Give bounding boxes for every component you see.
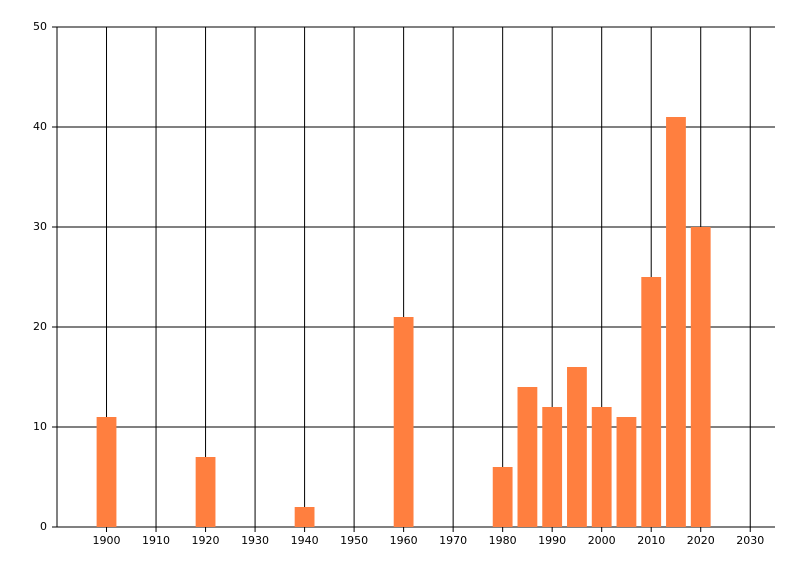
x-tick-label: 2000 <box>588 534 616 547</box>
x-tick-label: 1930 <box>241 534 269 547</box>
y-tick-label: 50 <box>33 20 47 33</box>
y-tick-label: 20 <box>33 320 47 333</box>
y-tick-label: 40 <box>33 120 47 133</box>
bar <box>666 117 686 527</box>
x-tick-label: 1950 <box>340 534 368 547</box>
bar <box>294 507 315 527</box>
bar <box>492 467 513 527</box>
x-tick-label: 1910 <box>142 534 170 547</box>
y-tick-label: 0 <box>40 520 47 533</box>
x-tick-label: 1990 <box>538 534 566 547</box>
bar <box>195 457 216 527</box>
bar <box>96 417 117 527</box>
bar <box>690 227 711 527</box>
x-tick-label: 2020 <box>687 534 715 547</box>
bar <box>542 407 563 527</box>
y-tick-label: 10 <box>33 420 47 433</box>
x-tick-label: 2030 <box>736 534 764 547</box>
x-tick-label: 1940 <box>291 534 319 547</box>
x-tick-label: 1920 <box>192 534 220 547</box>
x-tick-label: 1970 <box>439 534 467 547</box>
bar <box>641 277 662 527</box>
bar <box>567 367 587 527</box>
x-tick-label: 2010 <box>637 534 665 547</box>
bar <box>591 407 612 527</box>
y-tick-label: 30 <box>33 220 47 233</box>
bar <box>393 317 414 527</box>
bar <box>616 417 637 527</box>
bar <box>517 387 538 527</box>
x-tick-label: 1900 <box>93 534 121 547</box>
x-tick-label: 1960 <box>390 534 418 547</box>
x-tick-label: 1980 <box>489 534 517 547</box>
